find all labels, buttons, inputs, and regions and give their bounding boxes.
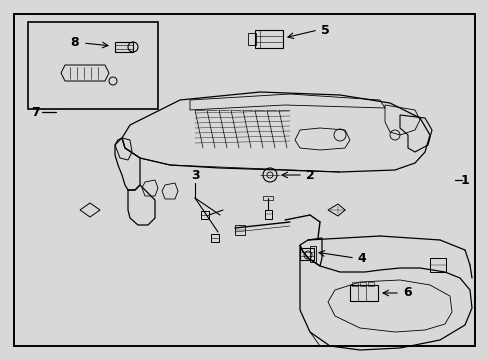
Bar [367,282,373,286]
Text: 1: 1 [460,174,468,186]
Text: 2: 2 [305,168,314,181]
Bar [210,234,219,242]
Bar [299,248,313,260]
Bar [254,30,283,48]
Bar [247,33,256,45]
Bar [235,225,244,235]
Bar [263,196,272,200]
Bar [351,282,357,286]
Bar [28,22,158,109]
Bar [264,210,271,219]
Bar [359,282,365,286]
Bar [349,285,377,301]
Bar [309,246,315,262]
Text: 5: 5 [320,23,329,36]
Text: 7: 7 [31,105,40,118]
Bar [429,258,445,272]
Bar [115,42,133,52]
Text: 8: 8 [71,36,79,49]
Bar [201,211,208,219]
Text: 4: 4 [357,252,366,265]
Text: 3: 3 [190,168,199,181]
Text: 6: 6 [403,287,411,300]
